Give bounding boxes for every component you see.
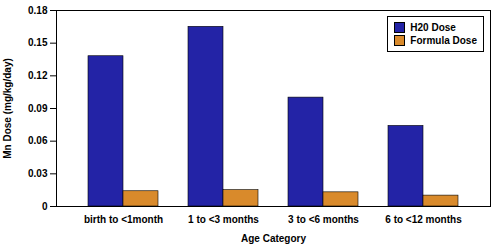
svg-text:Mn Dose (mg/kg/day): Mn Dose (mg/kg/day) [2,58,13,159]
svg-text:Age Category: Age Category [241,233,306,244]
svg-text:1 to <3 months: 1 to <3 months [188,214,259,225]
svg-text:0.06: 0.06 [28,135,48,146]
svg-text:0.03: 0.03 [28,168,48,179]
svg-text:0: 0 [42,201,48,212]
html-text:H20 Dose: H20 Dose [410,22,456,33]
svg-text:3 to <6 months: 3 to <6 months [288,214,359,225]
html-text:Formula Dose: Formula Dose [410,35,477,46]
svg-text:0.09: 0.09 [28,103,48,114]
svg-text:birth to <1month: birth to <1month [84,214,163,225]
svg-text:0.12: 0.12 [28,70,48,81]
svg-text:0.18: 0.18 [28,5,48,16]
svg-text:0.15: 0.15 [28,37,48,48]
svg-text:6 to <12 months: 6 to <12 months [385,214,462,225]
